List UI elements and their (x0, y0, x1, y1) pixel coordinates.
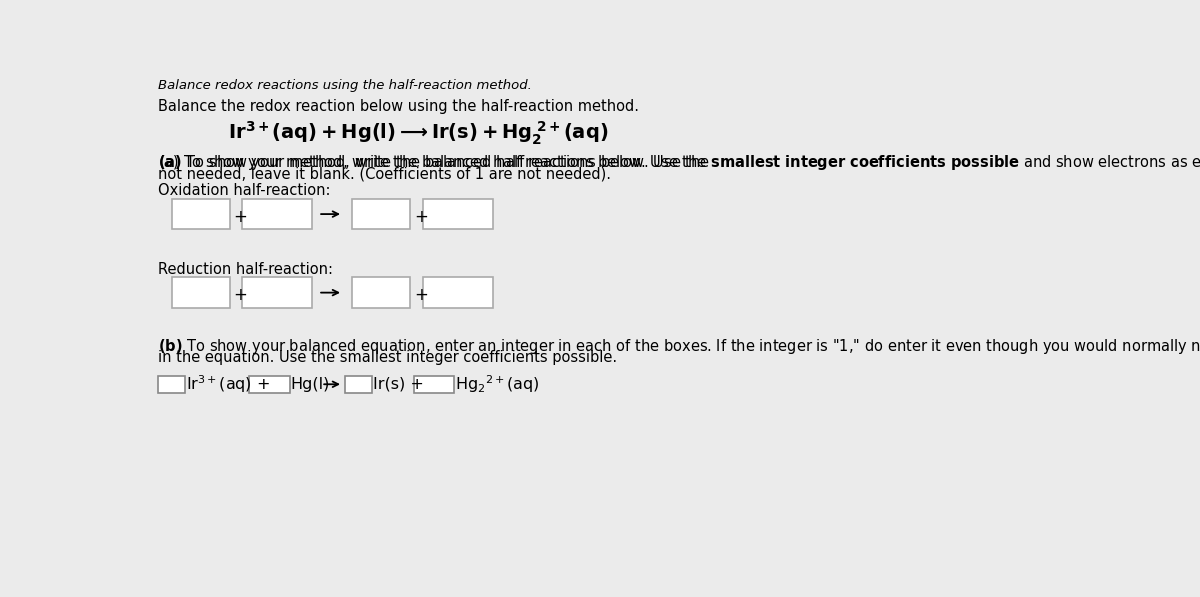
Bar (157, 376, 185, 393)
Text: in the equation. Use the smallest integer coefficients possible.: in the equation. Use the smallest intege… (157, 350, 617, 365)
Text: +: + (234, 208, 247, 226)
Bar (250, 376, 289, 393)
Text: not needed, leave it blank. (Coefficients of 1 are not needed).: not needed, leave it blank. (Coefficient… (157, 167, 611, 181)
Text: $(a)$ To show your method, write the balanced half reactions below. Use the $\bf: $(a)$ To show your method, write the bal… (157, 153, 1200, 173)
Bar (346, 376, 372, 393)
Text: +: + (414, 208, 428, 226)
Bar (242, 277, 312, 308)
Bar (353, 277, 410, 308)
Text: $\bf{(b)}$ To show your balanced equation, enter an integer in each of the boxes: $\bf{(b)}$ To show your balanced equatio… (157, 337, 1200, 356)
Bar (172, 199, 230, 229)
Bar (242, 199, 312, 229)
Text: Hg$_2$$^{2+}$(aq): Hg$_2$$^{2+}$(aq) (455, 373, 539, 395)
Text: Oxidation half-reaction:: Oxidation half-reaction: (157, 183, 330, 198)
Text: Reduction half-reaction:: Reduction half-reaction: (157, 262, 332, 277)
Text: Ir$^{3+}$(aq) +: Ir$^{3+}$(aq) + (186, 373, 270, 395)
Bar (422, 277, 492, 308)
Text: Balance redox reactions using the half-reaction method.: Balance redox reactions using the half-r… (157, 79, 532, 93)
Text: +: + (414, 287, 428, 304)
Text: Ir(s) +: Ir(s) + (373, 377, 424, 392)
Text: Balance the redox reaction below using the half-reaction method.: Balance the redox reaction below using t… (157, 99, 638, 115)
Bar (422, 199, 492, 229)
Text: Hg(l): Hg(l) (290, 377, 330, 392)
Text: $\bf{(a)}$ To show your method, write the balanced half reactions below. Use the: $\bf{(a)}$ To show your method, write th… (157, 153, 710, 173)
Bar (353, 199, 410, 229)
Bar (414, 376, 454, 393)
Bar (172, 277, 230, 308)
Text: +: + (234, 287, 247, 304)
Text: $\mathbf{Ir^{3+}(aq) + Hg(l)\longrightarrow Ir(s) + Hg_2^{\ 2+}(aq)}$: $\mathbf{Ir^{3+}(aq) + Hg(l)\longrightar… (228, 119, 608, 147)
